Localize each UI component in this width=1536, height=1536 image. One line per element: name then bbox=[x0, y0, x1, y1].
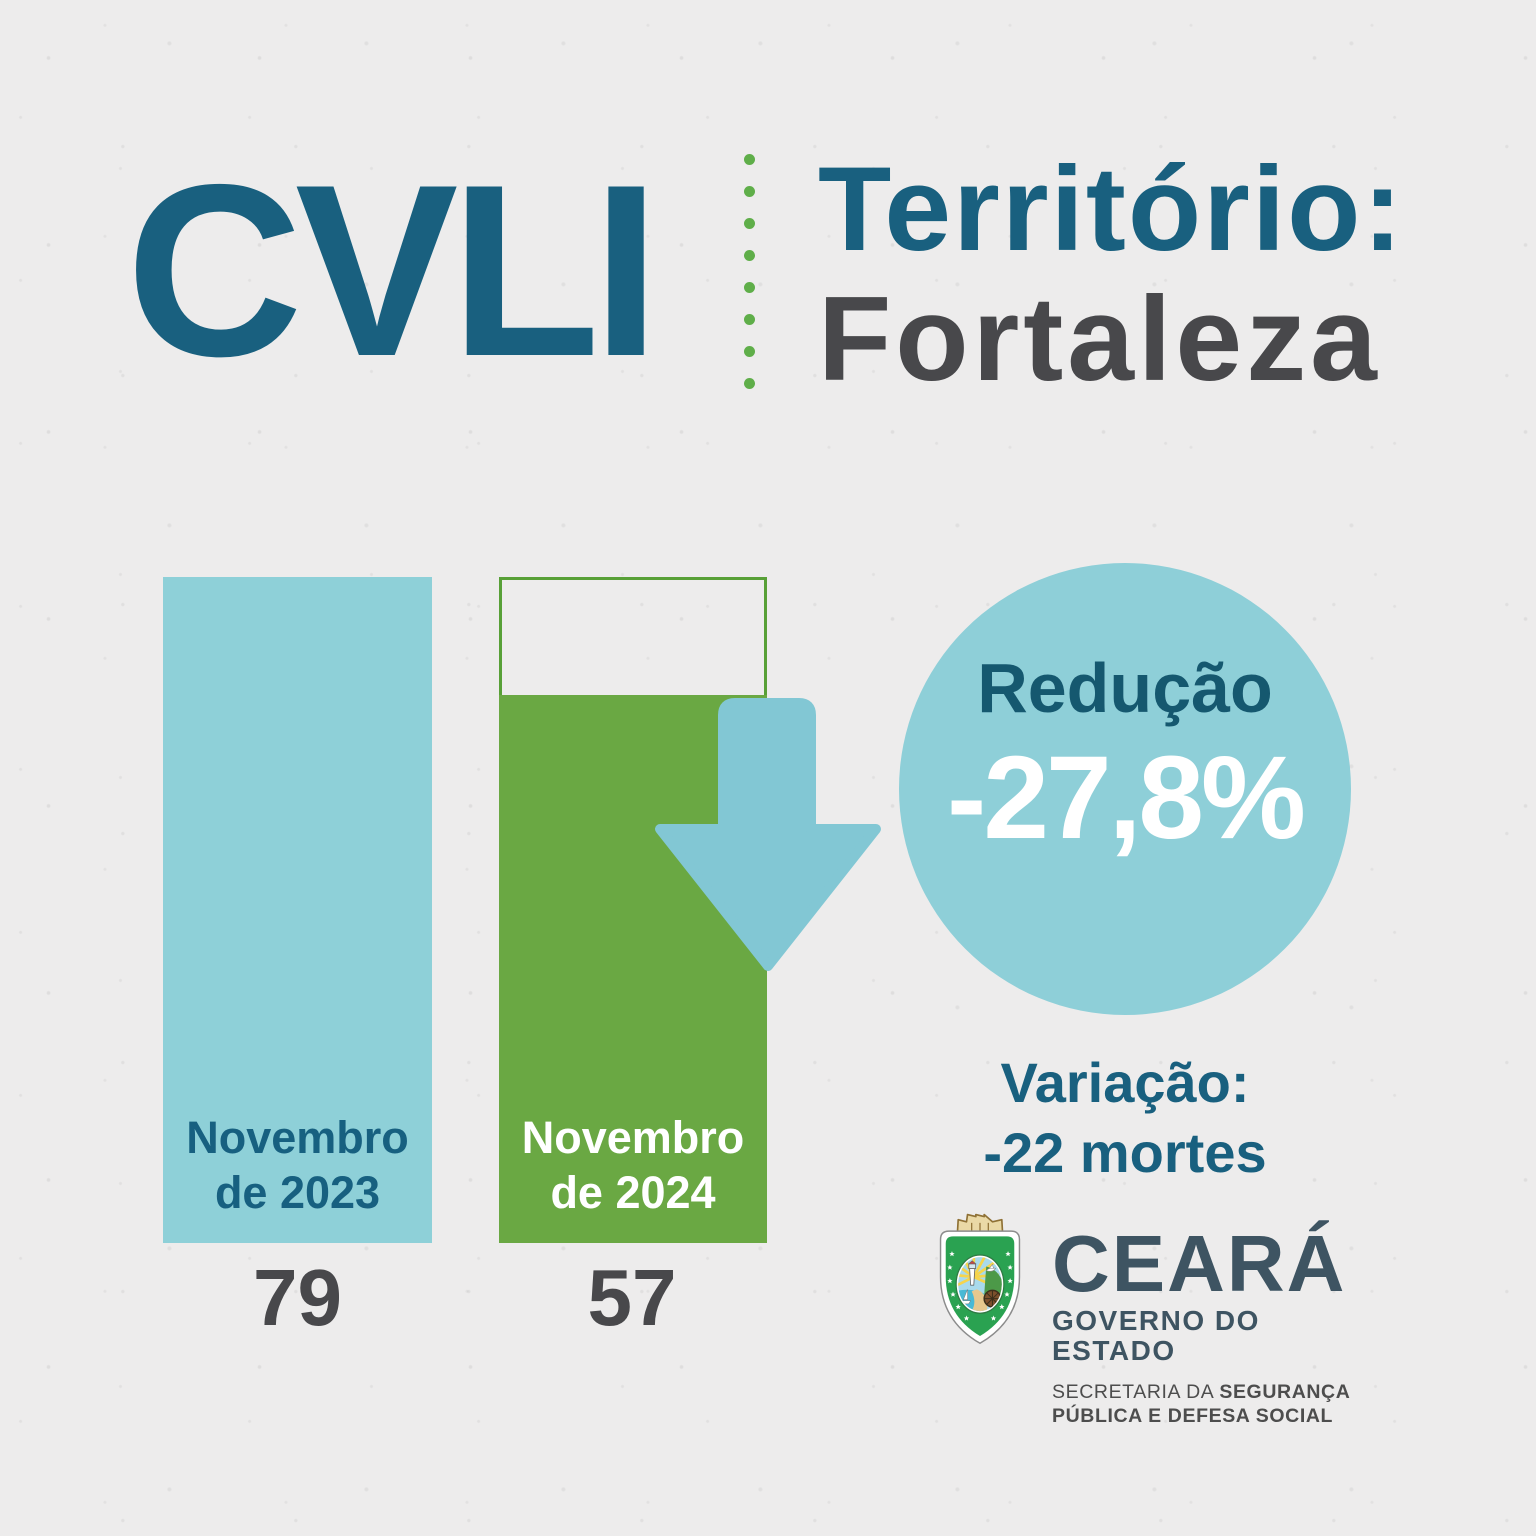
logo-secretariat-regular: SECRETARIA DA bbox=[1052, 1381, 1220, 1403]
variation-block: Variação: -22 mortes bbox=[899, 1048, 1351, 1188]
dotted-separator bbox=[744, 154, 756, 410]
bar-november-2024-value: 57 bbox=[587, 1253, 677, 1342]
page-title: CVLI bbox=[126, 133, 660, 407]
separator-dot bbox=[744, 250, 755, 261]
bar-november-2024-label: Novembro de 2024 bbox=[521, 1112, 745, 1219]
logo-state-name: CEARÁ bbox=[1052, 1219, 1347, 1308]
logo-government-line: GOVERNO DO ESTADO bbox=[1052, 1305, 1260, 1366]
bar-november-2023: Novembro de 2023 bbox=[163, 577, 432, 1243]
logo-secretariat: SECRETARIA DA SEGURANÇA PÚBLICA E DEFESA… bbox=[1052, 1380, 1382, 1428]
reduction-badge: Redução -27,8% bbox=[899, 563, 1351, 1015]
separator-dot bbox=[744, 314, 755, 325]
territory-label: Território: bbox=[818, 142, 1405, 276]
territory-block: Território: Fortaleza bbox=[818, 144, 1404, 404]
government-logo-text: CEARÁ GOVERNO DO ESTADO SECRETARIA DA SE… bbox=[1052, 1224, 1382, 1428]
separator-dot bbox=[744, 186, 755, 197]
separator-dot bbox=[744, 218, 755, 229]
territory-value: Fortaleza bbox=[818, 272, 1381, 406]
logo-secretariat-bold: SEGURANÇA bbox=[1219, 1381, 1351, 1403]
logo-secretariat-line2: PÚBLICA E DEFESA SOCIAL bbox=[1052, 1405, 1334, 1427]
decrease-arrow-icon bbox=[655, 698, 881, 971]
ceara-coat-of-arms-icon bbox=[939, 1213, 1021, 1345]
separator-dot bbox=[744, 378, 755, 389]
separator-dot bbox=[744, 282, 755, 293]
reduction-label: Redução bbox=[977, 649, 1273, 727]
variation-value: -22 mortes bbox=[983, 1121, 1267, 1184]
variation-label: Variação: bbox=[1000, 1051, 1250, 1114]
separator-dot bbox=[744, 154, 755, 165]
bar-november-2023-label: Novembro de 2023 bbox=[186, 1112, 409, 1219]
reduction-value: -27,8% bbox=[947, 732, 1306, 864]
bar-november-2023-value: 79 bbox=[253, 1253, 342, 1342]
separator-dot bbox=[744, 346, 755, 357]
